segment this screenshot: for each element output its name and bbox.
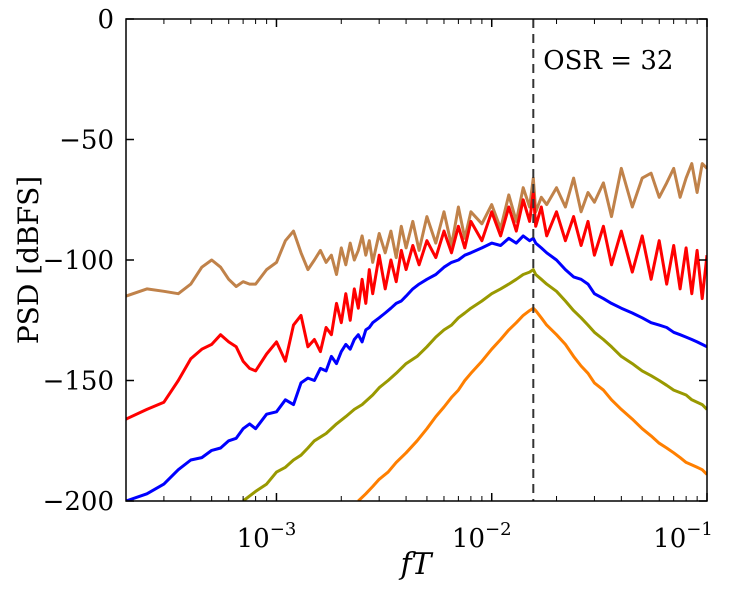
osr-annotation: OSR = 32: [543, 46, 673, 76]
series-line-4: [242, 268, 707, 501]
series-line-1: [126, 162, 707, 298]
series-layer: [126, 162, 707, 501]
y-tick-label-2: −50: [59, 126, 114, 156]
y-tick-label-3: −100: [43, 246, 114, 276]
series-line-2: [126, 191, 707, 421]
x-tick-label-2: 10−2: [452, 519, 512, 554]
y-tick-label-4: −150: [43, 367, 114, 397]
ticks-layer: 0 −50 −100 −150 −200 10−3 10−2 10−1: [43, 5, 713, 554]
y-axis-label: PSD [dBFS]: [12, 176, 45, 344]
y-tick-label-5: −200: [43, 487, 114, 517]
y-tick-label-1: 0: [97, 5, 114, 35]
x-tick-label-1: 10−3: [237, 519, 297, 554]
series-line-5: [357, 306, 707, 501]
x-tick-label-3: 10−1: [653, 519, 713, 554]
series-line-3: [126, 234, 707, 501]
x-axis-label: fT: [398, 547, 433, 582]
